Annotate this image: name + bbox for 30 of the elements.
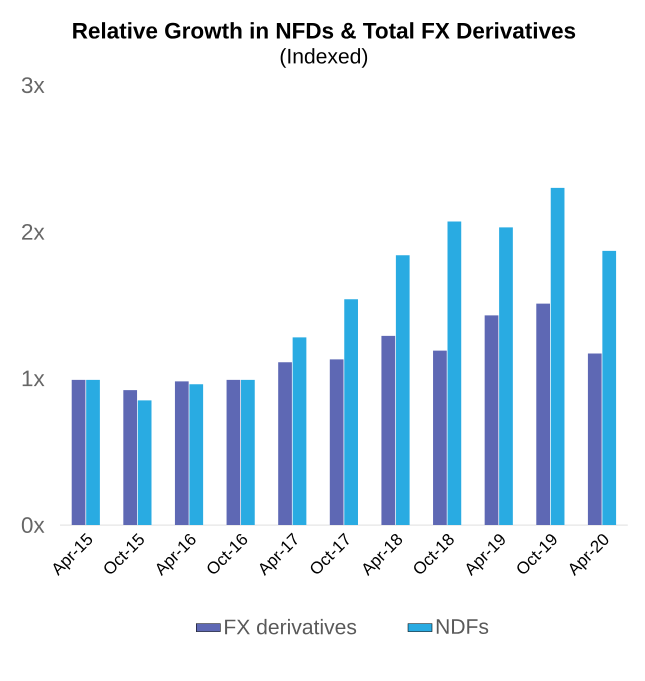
bar: [344, 299, 358, 526]
bar: [86, 380, 100, 526]
bar: [602, 250, 616, 526]
bar: [72, 380, 86, 526]
bar: [484, 315, 498, 526]
bar: [588, 353, 602, 526]
bar: [536, 304, 550, 526]
bar: [448, 222, 462, 526]
bar: [226, 380, 240, 526]
legend-label: NDFs: [436, 619, 488, 634]
legend-label: FX derivatives: [225, 618, 356, 634]
chart-title: Relative Growth in NFDs & Total FX Derivatives: [73, 22, 576, 39]
bar: [138, 400, 152, 526]
bar: [433, 350, 447, 526]
y-tick-label: 2x: [22, 224, 44, 240]
bar: [550, 188, 564, 526]
bar: [381, 336, 396, 526]
y-tick-label: 1x: [22, 370, 44, 386]
bar: [189, 384, 204, 526]
bar: [174, 381, 189, 526]
bar: [499, 227, 513, 526]
bar: [123, 390, 138, 526]
y-tick-label: 0x: [22, 517, 44, 533]
bar: [292, 337, 306, 526]
y-tick-label: 3x: [22, 77, 44, 94]
chart-subtitle: (Indexed): [280, 48, 368, 68]
bar: [330, 359, 344, 526]
bar: [396, 255, 410, 526]
bar: [278, 362, 292, 526]
bar: [241, 380, 255, 526]
